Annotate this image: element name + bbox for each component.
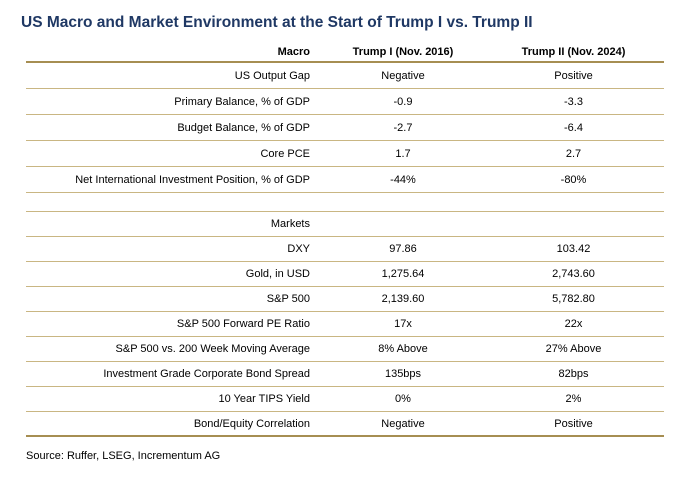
row-label: S&P 500 bbox=[266, 293, 310, 305]
trump1-value: Negative bbox=[381, 69, 425, 82]
trump1-value: -44% bbox=[390, 173, 416, 186]
row-label: Core PCE bbox=[260, 147, 310, 160]
figure-title: US Macro and Market Environment at the S… bbox=[21, 14, 533, 31]
table-row-core-pce: Core PCE 1.7 2.7 bbox=[26, 141, 664, 167]
row-label: Primary Balance, % of GDP bbox=[174, 95, 310, 108]
column-header-trump1: Trump I (Nov. 2016) bbox=[352, 45, 454, 58]
trump1-value: 17x bbox=[394, 318, 412, 330]
trump2-value: -80% bbox=[560, 173, 587, 186]
table-row-sp500: S&P 500 2,139.60 5,782.80 bbox=[26, 287, 664, 312]
trump1-value: -0.9 bbox=[393, 95, 413, 108]
row-label: Gold, in USD bbox=[245, 268, 310, 280]
column-header-macro: Macro bbox=[277, 45, 310, 58]
table-row-dxy: DXY 97.86 103.42 bbox=[26, 237, 664, 262]
trump1-value: 97.86 bbox=[389, 243, 417, 255]
column-header-trump2: Trump II (Nov. 2024) bbox=[521, 45, 626, 58]
table-row-10y-tips-yield: 10 Year TIPS Yield 0% 2% bbox=[26, 387, 664, 412]
table-header-row: Macro Trump I (Nov. 2016) Trump II (Nov.… bbox=[26, 42, 664, 63]
table-row-gold: Gold, in USD 1,275.64 2,743.60 bbox=[26, 262, 664, 287]
trump1-value: 8% Above bbox=[378, 343, 428, 355]
trump2-value: 2% bbox=[565, 393, 582, 405]
row-label: Investment Grade Corporate Bond Spread bbox=[103, 368, 310, 380]
table-row-net-intl-investment-position: Net International Investment Position, %… bbox=[26, 167, 664, 193]
trump1-value: 135bps bbox=[384, 368, 422, 380]
table-row-sp500-forward-pe: S&P 500 Forward PE Ratio 17x 22x bbox=[26, 312, 664, 337]
table-row-sp500-vs-200wma: S&P 500 vs. 200 Week Moving Average 8% A… bbox=[26, 337, 664, 362]
row-label: Net International Investment Position, %… bbox=[75, 173, 310, 186]
comparison-table: Macro Trump I (Nov. 2016) Trump II (Nov.… bbox=[26, 42, 664, 437]
row-label: 10 Year TIPS Yield bbox=[218, 393, 310, 405]
trump2-value: Positive bbox=[554, 417, 593, 430]
trump2-value: -3.3 bbox=[564, 95, 583, 108]
trump1-value: 2,139.60 bbox=[381, 293, 425, 305]
table-row-ig-bond-spread: Investment Grade Corporate Bond Spread 1… bbox=[26, 362, 664, 387]
source-note: Source: Ruffer, LSEG, Incrementum AG bbox=[26, 450, 221, 462]
trump2-value: 27% Above bbox=[545, 343, 602, 355]
trump2-value: 2.7 bbox=[565, 147, 582, 160]
section-header-label: Markets bbox=[270, 218, 310, 230]
table-row-budget-balance: Budget Balance, % of GDP -2.7 -6.4 bbox=[26, 115, 664, 141]
row-label: Budget Balance, % of GDP bbox=[177, 121, 310, 134]
table-row-us-output-gap: US Output Gap Negative Positive bbox=[26, 63, 664, 89]
trump1-value: 0% bbox=[395, 393, 411, 405]
table-section-header-markets: Markets bbox=[26, 211, 664, 237]
trump2-value: 2,743.60 bbox=[552, 268, 595, 280]
table-row-bond-equity-correlation: Bond/Equity Correlation Negative Positiv… bbox=[26, 412, 664, 437]
trump2-value: -6.4 bbox=[564, 121, 583, 134]
trump1-value: Negative bbox=[381, 417, 425, 430]
table-row-primary-balance: Primary Balance, % of GDP -0.9 -3.3 bbox=[26, 89, 664, 115]
trump2-value: 82bps bbox=[558, 368, 589, 380]
trump2-value: 5,782.80 bbox=[552, 293, 595, 305]
trump2-value: 22x bbox=[564, 318, 583, 330]
row-label: DXY bbox=[287, 243, 310, 255]
section-gap bbox=[26, 193, 664, 211]
trump1-value: -2.7 bbox=[393, 121, 413, 134]
row-label: Bond/Equity Correlation bbox=[193, 417, 310, 430]
row-label: S&P 500 Forward PE Ratio bbox=[176, 318, 310, 330]
trump2-value: Positive bbox=[554, 69, 593, 82]
row-label: US Output Gap bbox=[234, 69, 310, 82]
trump2-value: 103.42 bbox=[556, 243, 591, 255]
trump1-value: 1.7 bbox=[395, 147, 411, 160]
trump1-value: 1,275.64 bbox=[381, 268, 425, 280]
row-label: S&P 500 vs. 200 Week Moving Average bbox=[115, 343, 310, 355]
